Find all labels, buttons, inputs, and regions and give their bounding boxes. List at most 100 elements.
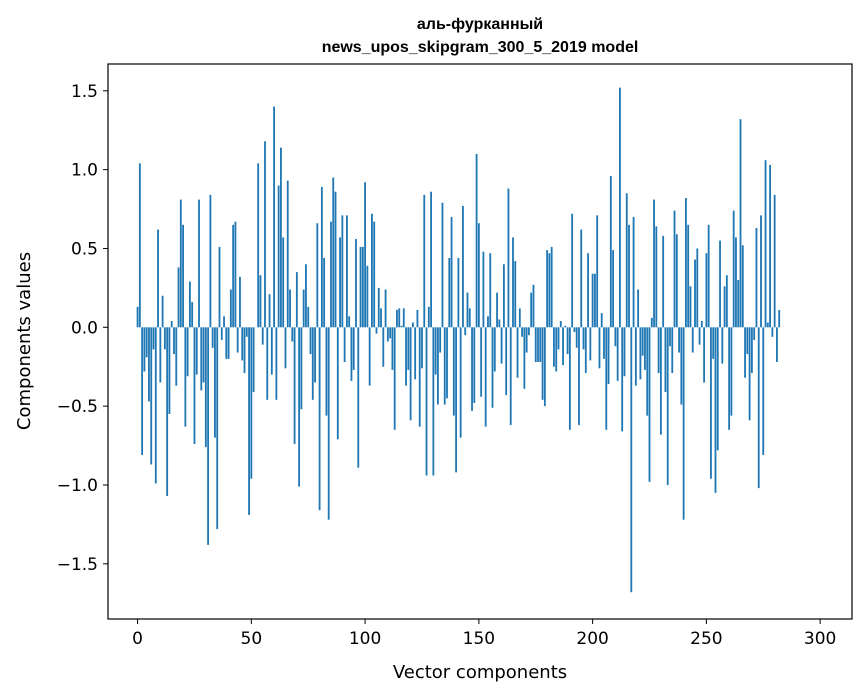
- y-tick-label: 1.0: [71, 161, 98, 181]
- bar: [639, 327, 642, 380]
- bar: [773, 194, 776, 328]
- plot-frame: [107, 63, 853, 620]
- bar: [384, 289, 387, 328]
- bar: [516, 327, 519, 378]
- bar: [457, 257, 460, 328]
- bar: [573, 327, 576, 333]
- bar: [669, 327, 671, 347]
- bar: [496, 292, 498, 328]
- bar: [725, 275, 728, 328]
- bar: [473, 327, 476, 403]
- bar: [334, 191, 337, 328]
- x-tick-label: 200: [576, 629, 608, 649]
- bar: [182, 224, 184, 328]
- bar: [421, 327, 423, 369]
- bar: [737, 280, 740, 328]
- bar: [502, 264, 505, 328]
- bar: [625, 193, 628, 328]
- bar: [234, 221, 237, 328]
- bar: [532, 284, 535, 328]
- bar: [550, 246, 553, 328]
- bar: [161, 295, 164, 328]
- bar: [430, 191, 432, 328]
- y-tick-label: −1.0: [57, 476, 98, 496]
- bar: [366, 265, 369, 328]
- bar: [316, 223, 319, 328]
- bar: [325, 327, 328, 416]
- bar: [689, 286, 692, 328]
- bar: [771, 327, 774, 337]
- bar: [168, 327, 171, 415]
- bar: [259, 275, 262, 328]
- bar: [450, 216, 453, 328]
- bar: [341, 215, 344, 328]
- bar: [621, 327, 624, 432]
- bar: [163, 327, 166, 350]
- x-tick-label: 250: [690, 629, 722, 649]
- bar: [179, 199, 182, 328]
- bar: [623, 327, 626, 377]
- y-tick-label: 1.5: [71, 82, 98, 102]
- bar: [723, 286, 726, 328]
- bar: [302, 289, 305, 328]
- bar: [459, 327, 462, 438]
- bar: [480, 327, 483, 397]
- bar: [525, 327, 528, 353]
- bar: [637, 289, 640, 328]
- y-tick-label: 0.0: [71, 318, 98, 338]
- chart-subtitle: news_upos_skipgram_300_5_2019 model: [322, 39, 639, 56]
- bar: [530, 292, 533, 328]
- bar: [741, 245, 744, 328]
- bar: [452, 327, 455, 416]
- bar: [518, 308, 521, 328]
- y-tick-label: −1.5: [57, 555, 98, 575]
- bar: [198, 199, 200, 328]
- x-tick-label: 50: [241, 629, 263, 649]
- bar: [562, 327, 564, 366]
- bar: [584, 327, 587, 374]
- bar: [154, 327, 157, 484]
- bar: [598, 327, 601, 369]
- bar: [698, 327, 701, 345]
- bar: [471, 327, 473, 411]
- bar: [214, 327, 216, 438]
- bar: [468, 308, 471, 328]
- bar: [593, 273, 596, 328]
- bar: [382, 327, 385, 367]
- bar: [757, 327, 760, 489]
- bar: [514, 261, 517, 328]
- y-axis-label: Components values: [14, 252, 35, 430]
- bar: [609, 175, 612, 328]
- bar: [685, 198, 687, 328]
- bar: [571, 213, 574, 328]
- bar: [732, 210, 735, 328]
- bar: [348, 316, 351, 328]
- bar: [612, 250, 615, 328]
- y-axis-ticks: 1.5 1.0 0.5 0.0 −0.5 −1.0 −1.5: [57, 82, 108, 575]
- bar: [402, 308, 405, 328]
- bar: [193, 327, 196, 444]
- bar: [159, 327, 162, 383]
- bar: [596, 215, 599, 328]
- bar: [721, 327, 724, 364]
- bar: [605, 327, 608, 430]
- bar: [336, 327, 339, 440]
- bar: [564, 325, 567, 328]
- bar: [528, 327, 530, 336]
- bar: [491, 327, 494, 408]
- bar: [566, 327, 569, 355]
- bar: [603, 327, 605, 359]
- bar: [264, 141, 266, 328]
- bar: [250, 327, 253, 479]
- bar: [257, 163, 260, 328]
- bar: [157, 229, 159, 328]
- bar: [710, 327, 712, 479]
- bar: [225, 327, 228, 359]
- bar: [393, 327, 396, 430]
- bar: [232, 224, 235, 328]
- bar: [380, 308, 382, 328]
- bar: [177, 267, 180, 328]
- bar: [305, 264, 307, 328]
- bar: [368, 327, 371, 386]
- bar: [364, 182, 367, 328]
